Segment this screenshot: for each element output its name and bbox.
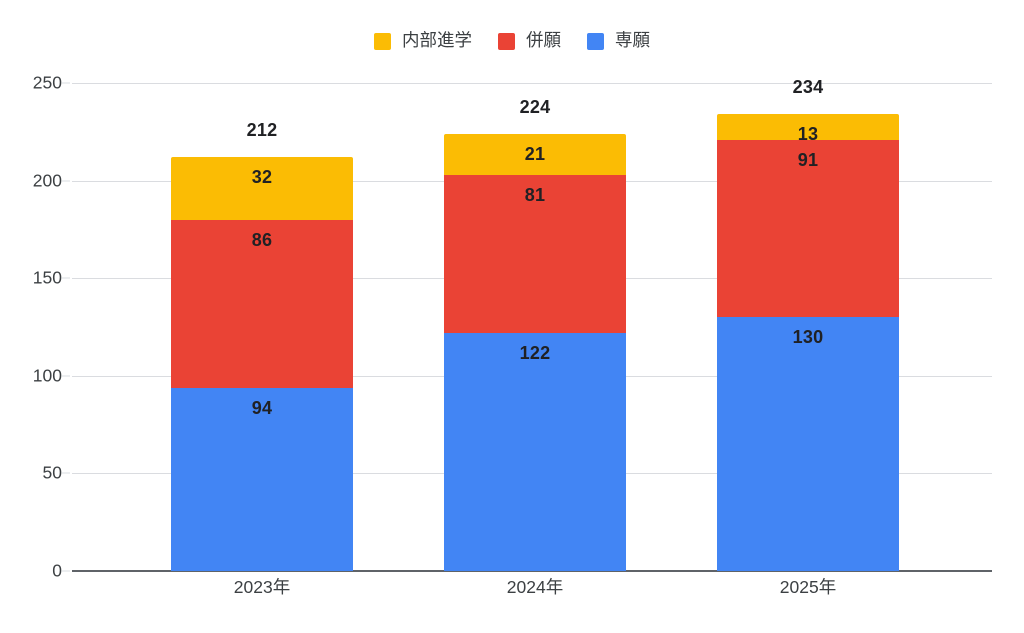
y-tick-mark-200 <box>62 180 70 182</box>
legend-item-1[interactable]: 併願 <box>498 32 561 50</box>
x-tick-label-2023年: 2023年 <box>233 577 291 597</box>
segment-value-label: 94 <box>251 397 273 418</box>
x-tick-label-2025年: 2025年 <box>779 577 837 597</box>
bar-segment-専願[interactable]: 94 <box>171 387 353 571</box>
segment-value-label: 32 <box>251 167 273 188</box>
stacked-bar[interactable]: 32 86 94 <box>171 157 353 571</box>
bar-segment-内部進学[interactable]: 32 <box>171 157 353 220</box>
legend-item-2[interactable]: 専願 <box>587 32 650 50</box>
legend-label-0: 内部進学 <box>402 30 472 51</box>
gridline-250 <box>72 83 992 84</box>
bar-total-label: 234 <box>792 77 824 98</box>
bar-segment-内部進学[interactable]: 21 <box>444 133 626 175</box>
segment-value-label: 21 <box>524 143 546 164</box>
y-tick-label-250: 250 <box>32 72 62 93</box>
legend-swatch-icon-2 <box>587 32 604 50</box>
legend-swatch-icon-1 <box>498 32 515 50</box>
segment-value-label: 122 <box>519 342 551 363</box>
x-tick-label-2024年: 2024年 <box>506 577 564 597</box>
y-tick-label-200: 200 <box>32 169 62 190</box>
segment-value-label: 130 <box>792 327 824 348</box>
bar-segment-併願[interactable]: 86 <box>171 219 353 388</box>
bar-total-label: 224 <box>519 96 551 117</box>
bar-segment-内部進学[interactable]: 13 <box>717 114 899 143</box>
segment-value-label: 91 <box>797 149 819 170</box>
y-tick-label-100: 100 <box>32 365 62 386</box>
y-tick-mark-0 <box>62 570 70 572</box>
bar-segment-専願[interactable]: 122 <box>444 332 626 571</box>
bar-total-label: 212 <box>246 120 278 141</box>
stacked-bar[interactable]: 21 81 122 <box>444 133 626 571</box>
stacked-bar[interactable]: 13 91 130 <box>717 114 899 571</box>
bar-group-2024年[interactable]: 21 81 122 224 <box>444 83 626 571</box>
segment-value-label: 81 <box>524 184 546 205</box>
bar-segment-併願[interactable]: 91 <box>717 139 899 318</box>
bar-group-2023年[interactable]: 32 86 94 212 <box>171 83 353 571</box>
y-tick-mark-250 <box>62 82 70 84</box>
y-tick-label-150: 150 <box>32 267 62 288</box>
legend-label-1: 併願 <box>526 30 561 51</box>
segment-value-label: 86 <box>251 229 273 250</box>
legend-swatch-icon-0 <box>374 32 391 50</box>
bar-segment-併願[interactable]: 81 <box>444 174 626 333</box>
chart-legend: 内部進学 併願 専願 <box>0 26 1024 56</box>
plot-area: 250 200 150 100 50 0 32 86 94 212 21 81 122 224 13 91 1… <box>33 74 992 596</box>
segment-value-label: 13 <box>797 124 819 145</box>
y-tick-mark-150 <box>62 277 70 279</box>
y-tick-mark-100 <box>62 375 70 377</box>
legend-label-2: 専願 <box>615 30 650 51</box>
bar-segment-専願[interactable]: 130 <box>717 317 899 571</box>
bar-group-2025年[interactable]: 13 91 130 234 <box>717 78 899 571</box>
legend-item-0[interactable]: 内部進学 <box>374 32 472 50</box>
y-tick-mark-50 <box>62 472 70 474</box>
y-tick-label-0: 0 <box>52 560 62 581</box>
y-tick-label-50: 50 <box>42 462 62 483</box>
